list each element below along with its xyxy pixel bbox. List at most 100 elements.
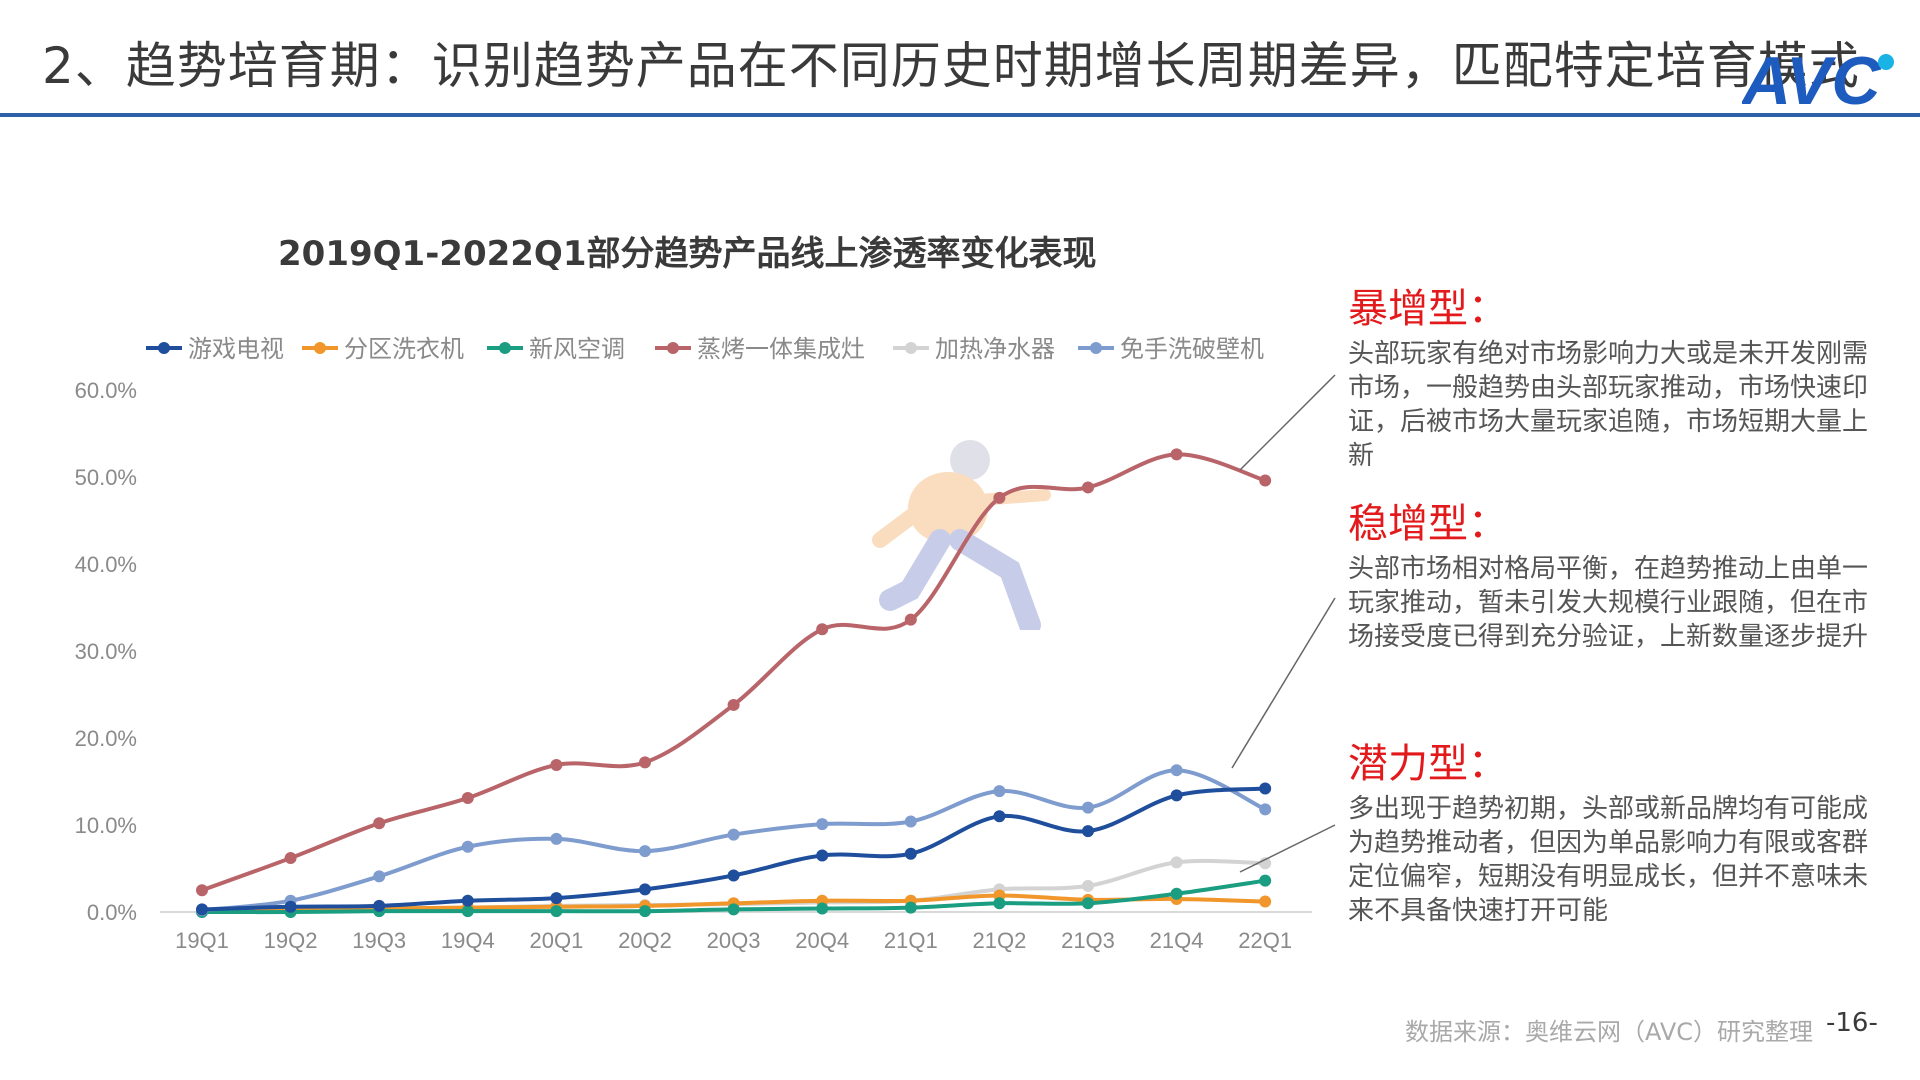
legend-swatch-marker	[499, 342, 511, 354]
annotation-heading: 暴增型：	[1348, 286, 1508, 332]
data-point	[196, 903, 208, 916]
x-tick-label: 19Q4	[441, 928, 495, 953]
y-tick-label: 40.0%	[75, 552, 137, 577]
legend-label: 新风空调	[529, 335, 625, 363]
header-divider	[0, 113, 1920, 117]
data-source: 数据来源：奥维云网（AVC）研究整理	[1405, 1018, 1814, 1046]
y-tick-label: 30.0%	[75, 639, 137, 664]
series-5	[196, 764, 1272, 917]
legend-label: 游戏电视	[188, 335, 284, 363]
pointer-line-surge	[1239, 374, 1336, 471]
x-axis: 19Q1 19Q2 19Q3 19Q4 20Q1 20Q2 20Q3 20Q4 21Q1 21Q2…	[175, 928, 1292, 953]
legend-swatch-marker	[905, 342, 917, 354]
annotation-heading: 稳增型：	[1348, 501, 1508, 547]
annotation-heading: 潜力型：	[1348, 741, 1508, 787]
y-tick-label: 10.0%	[75, 813, 137, 838]
annotation-pointers	[1231, 374, 1336, 873]
annotation-body: 头部市场相对格局平衡，在趋势推动上由单一玩家推动，暂未引发大规模行业跟随，但在市…	[1348, 554, 1869, 652]
data-point	[993, 897, 1006, 910]
data-point	[993, 810, 1006, 823]
data-point	[550, 892, 563, 905]
data-point	[993, 491, 1006, 504]
data-point	[639, 883, 651, 896]
x-tick-label: 21Q2	[972, 928, 1026, 953]
data-point	[550, 832, 563, 845]
series-0	[196, 782, 1272, 916]
data-point	[461, 792, 474, 805]
data-point	[1259, 474, 1272, 487]
data-point	[1170, 887, 1183, 900]
data-point	[373, 870, 386, 883]
x-tick-label: 20Q4	[795, 928, 849, 953]
data-point	[550, 758, 563, 771]
data-point	[1082, 825, 1094, 838]
data-point	[816, 818, 829, 831]
data-point	[816, 623, 829, 636]
logo-dot-icon	[1878, 54, 1894, 70]
legend-label: 蒸烤一体集成灶	[697, 335, 865, 363]
data-point	[284, 900, 297, 913]
legend-item: 游戏电视	[146, 335, 284, 363]
x-tick-label: 19Q2	[264, 928, 318, 953]
data-point	[639, 845, 651, 858]
data-point	[1082, 801, 1094, 814]
data-point	[816, 902, 829, 915]
pointer-line-potential	[1239, 824, 1336, 873]
annotation-steady: 稳增型： 头部市场相对格局平衡，在趋势推动上由单一玩家推动，暂未引发大规模行业跟…	[1348, 500, 1888, 654]
annotation-body: 头部玩家有绝对市场影响力大或是未开发刚需市场，一般趋势由头部玩家推动，市场快速印…	[1348, 339, 1869, 471]
y-tick-label: 20.0%	[75, 726, 137, 751]
data-point	[1170, 764, 1183, 777]
data-point	[461, 840, 474, 853]
legend-item: 分区洗衣机	[302, 335, 464, 363]
legend-swatch-marker	[314, 342, 326, 354]
data-point	[550, 905, 563, 918]
chart-legend: 游戏电视 分区洗衣机 新风空调 蒸烤一体集成灶 加热净水器 免手洗破壁机	[146, 335, 1264, 363]
running-person-illustration	[872, 440, 1051, 630]
legend-swatch-marker	[1090, 342, 1102, 354]
data-point	[1259, 782, 1272, 795]
y-tick-label: 0.0%	[87, 900, 137, 925]
data-point	[904, 613, 917, 626]
series-3	[196, 448, 1272, 897]
y-tick-label: 60.0%	[75, 378, 137, 403]
data-point	[904, 901, 917, 914]
data-point	[727, 903, 740, 916]
legend-swatch-marker	[667, 342, 679, 354]
data-point	[1170, 856, 1183, 869]
x-tick-label: 19Q1	[175, 928, 229, 953]
data-point	[373, 817, 386, 830]
data-point	[196, 884, 208, 897]
x-tick-label: 20Q1	[529, 928, 583, 953]
chart-series	[196, 448, 1272, 918]
logo-text: AVC	[1742, 43, 1881, 114]
avc-logo: AVC	[1742, 43, 1894, 114]
data-point	[904, 815, 917, 828]
x-tick-label: 20Q2	[618, 928, 672, 953]
y-axis: 0.0% 10.0% 20.0% 30.0% 40.0% 50.0% 60.0%	[75, 378, 137, 925]
x-tick-label: 19Q3	[352, 928, 406, 953]
page-number: -16-	[1826, 1008, 1878, 1038]
legend-label: 加热净水器	[935, 335, 1055, 363]
data-point	[461, 905, 474, 918]
pointer-line-steady	[1231, 597, 1336, 769]
page-title: 2、趋势培育期：识别趋势产品在不同历史时期增长周期差异，匹配特定培育模式	[42, 37, 1860, 95]
data-point	[727, 698, 740, 711]
annotation-body: 多出现于趋势初期，头部或新品牌均有可能成为趋势推动者，但因为单品影响力有限或客群…	[1348, 794, 1869, 926]
data-point	[816, 849, 829, 862]
legend-item: 免手洗破壁机	[1078, 335, 1264, 363]
legend-label: 免手洗破壁机	[1120, 335, 1264, 363]
y-tick-label: 50.0%	[75, 465, 137, 490]
legend-swatch-marker	[158, 342, 170, 354]
x-tick-label: 21Q1	[884, 928, 938, 953]
annotation-surge: 暴增型： 头部玩家有绝对市场影响力大或是未开发刚需市场，一般趋势由头部玩家推动，…	[1348, 285, 1888, 473]
data-point	[639, 905, 651, 918]
legend-item: 新风空调	[487, 335, 625, 363]
data-point	[284, 852, 297, 865]
data-point	[727, 869, 740, 882]
data-point	[993, 785, 1006, 798]
x-tick-label: 21Q4	[1150, 928, 1204, 953]
data-point	[1259, 895, 1272, 908]
data-point	[1082, 897, 1094, 910]
legend-item: 加热净水器	[893, 335, 1055, 363]
